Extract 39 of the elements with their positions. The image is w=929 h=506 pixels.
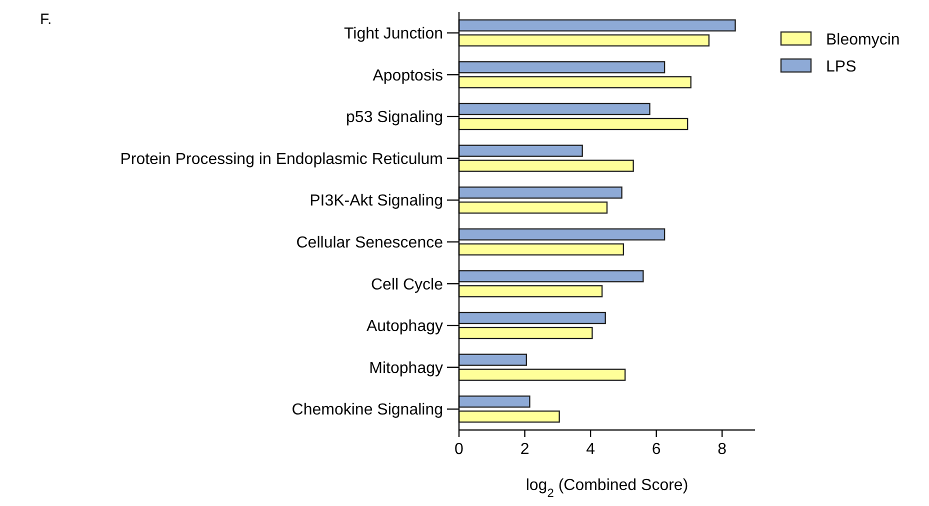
bar: [458, 202, 608, 214]
y-tick-label: Cellular Senescence: [296, 234, 444, 252]
bar: [458, 186, 622, 199]
bar: [458, 144, 583, 157]
bar: [458, 243, 624, 256]
y-tick-label: Protein Processing in Endoplasmic Reticulum: [120, 150, 443, 168]
bar: [458, 76, 692, 88]
bar: [458, 118, 688, 130]
x-tick-label: 4: [586, 441, 596, 458]
x-tick-label: 8: [718, 441, 727, 458]
bar: [458, 368, 626, 381]
y-tick-label: Tight Junction: [344, 26, 443, 42]
bar: [458, 34, 710, 46]
y-tick-label: p53 Signaling: [346, 109, 443, 126]
x-tick-label: 2: [520, 441, 530, 458]
y-tick-label: Apoptosis: [372, 67, 443, 84]
bar: [458, 285, 603, 298]
y-tick-label: Mitophagy: [369, 360, 443, 377]
y-tick-label: Chemokine Signaling: [292, 402, 443, 419]
bar: [458, 410, 560, 423]
bar: [458, 160, 634, 172]
x-tick-label: 0: [454, 441, 464, 458]
bar: [458, 19, 736, 32]
bar: [458, 102, 650, 116]
bar: [458, 354, 528, 366]
bar: [458, 396, 530, 408]
x-tick-label: 6: [652, 441, 661, 458]
bar: [458, 312, 606, 324]
text: F.: [40, 11, 52, 28]
x-axis-title: log$_{2}$ (Combined Score): [526, 477, 688, 500]
y-tick-label: Autophagy: [366, 318, 443, 336]
bar: [458, 270, 644, 282]
legend-label: LPS: [826, 58, 856, 76]
bar: [458, 61, 666, 74]
legend-label: Bleomycin: [826, 32, 900, 49]
bar: [458, 228, 666, 240]
bar: [458, 326, 593, 340]
y-tick-label: PI3K-Akt Signaling: [310, 192, 443, 210]
y-tick-label: Cell Cycle: [370, 276, 444, 294]
